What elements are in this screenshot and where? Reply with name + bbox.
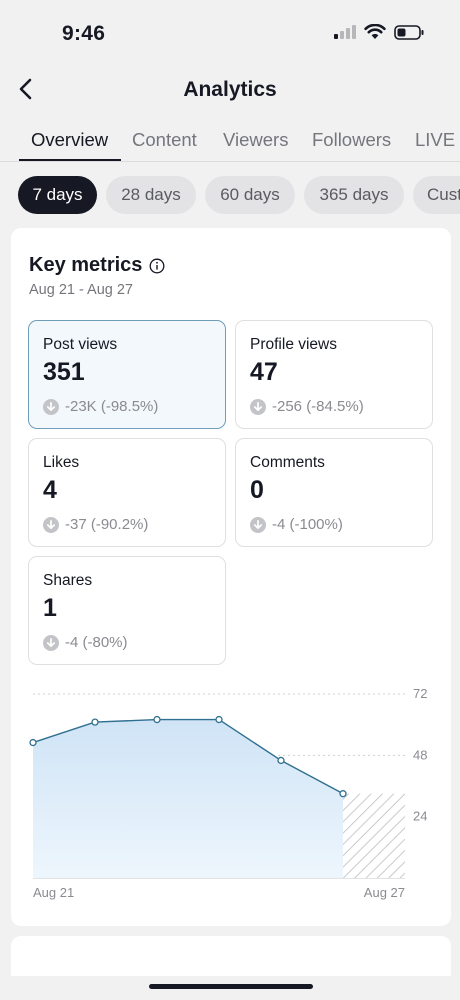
- area-fill: [33, 719, 343, 878]
- data-point: [91, 718, 99, 726]
- chip-28-days[interactable]: 28 days: [106, 176, 196, 214]
- battery-icon: [394, 24, 424, 40]
- post-views-chart: 24 48 72 Aug 21 Aug 27: [29, 686, 427, 900]
- metric-change: -4 (-80%): [65, 634, 128, 651]
- back-arrow-icon[interactable]: [14, 76, 40, 102]
- metric-value: 0: [250, 476, 264, 504]
- tab-overview[interactable]: Overview: [31, 129, 109, 150]
- metric-profile-views[interactable]: Profile views 47 -256 (-84.5%): [235, 320, 433, 429]
- series-line: [32, 718, 344, 795]
- key-metrics-card: Key metrics Aug 21 - Aug 27 Post views 3…: [11, 228, 451, 926]
- tab-viewers[interactable]: Viewers: [223, 129, 289, 150]
- tab-bar: Overview Content Viewers Followers LIVE: [0, 122, 460, 162]
- metric-change-row: -4 (-80%): [43, 634, 128, 651]
- chip-365-days[interactable]: 365 days: [304, 176, 404, 214]
- status-time: 9:46: [62, 22, 106, 45]
- metric-value: 4: [43, 476, 57, 504]
- metric-change: -4 (-100%): [272, 516, 343, 533]
- data-point: [153, 715, 161, 724]
- date-range-chips: 7 days 28 days 60 days 365 days Custom: [0, 176, 460, 216]
- metric-change-row: -256 (-84.5%): [250, 398, 364, 415]
- down-arrow-circle-icon: [43, 398, 59, 415]
- metric-label: Post views: [43, 336, 118, 353]
- info-icon[interactable]: [149, 258, 165, 274]
- y-tick-label: 72: [413, 686, 427, 701]
- status-bar: 9:46: [0, 0, 460, 64]
- metric-label: Comments: [250, 454, 325, 471]
- metric-change-row: -37 (-90.2%): [43, 516, 148, 533]
- data-point: [277, 756, 285, 765]
- x-tick-label-end: Aug 27: [364, 885, 405, 900]
- y-tick-label: 48: [413, 747, 427, 762]
- metric-change-row: -4 (-100%): [250, 516, 343, 533]
- down-arrow-circle-icon: [250, 516, 266, 533]
- nav-bar: Analytics: [0, 64, 460, 114]
- metric-label: Likes: [43, 454, 80, 471]
- metric-value: 351: [43, 358, 85, 386]
- home-indicator: [149, 984, 313, 989]
- data-point: [339, 790, 347, 798]
- down-arrow-circle-icon: [43, 634, 59, 651]
- tab-followers[interactable]: Followers: [312, 129, 392, 150]
- next-section-card: [11, 936, 451, 976]
- chip-custom[interactable]: Custom: [413, 176, 460, 214]
- y-tick-label: 24: [413, 809, 427, 824]
- metric-change: -23K (-98.5%): [65, 398, 159, 415]
- metric-value: 47: [250, 358, 278, 386]
- wifi-icon: [364, 24, 386, 39]
- tab-content[interactable]: Content: [132, 129, 197, 150]
- chip-7-days[interactable]: 7 days: [18, 176, 97, 214]
- status-icons: [334, 24, 424, 40]
- metric-post-views[interactable]: Post views 351 -23K (-98.5%): [28, 320, 226, 429]
- chip-60-days[interactable]: 60 days: [205, 176, 295, 214]
- data-point: [29, 738, 37, 747]
- metric-value: 1: [43, 594, 57, 622]
- down-arrow-circle-icon: [250, 398, 266, 415]
- x-tick-label-start: Aug 21: [33, 885, 74, 900]
- data-point: [215, 715, 223, 724]
- date-range-label: Aug 21 - Aug 27: [29, 282, 133, 298]
- metric-change-row: -23K (-98.5%): [43, 398, 158, 415]
- card-title-row: Key metrics: [29, 254, 165, 277]
- down-arrow-circle-icon: [43, 516, 59, 533]
- metric-likes[interactable]: Likes 4 -37 (-90.2%): [28, 438, 226, 547]
- active-tab-indicator: [19, 159, 121, 161]
- tab-live[interactable]: LIVE: [415, 129, 456, 150]
- card-title: Key metrics: [29, 254, 143, 276]
- metric-change: -256 (-84.5%): [272, 398, 364, 415]
- metric-comments[interactable]: Comments 0 -4 (-100%): [235, 438, 433, 547]
- metric-shares[interactable]: Shares 1 -4 (-80%): [28, 556, 226, 665]
- metric-change: -37 (-90.2%): [65, 516, 149, 533]
- cellular-signal-icon: [334, 25, 356, 39]
- metric-label: Profile views: [250, 336, 337, 353]
- page-title: Analytics: [183, 78, 277, 101]
- metric-label: Shares: [43, 572, 93, 589]
- pending-data-area: [343, 793, 405, 878]
